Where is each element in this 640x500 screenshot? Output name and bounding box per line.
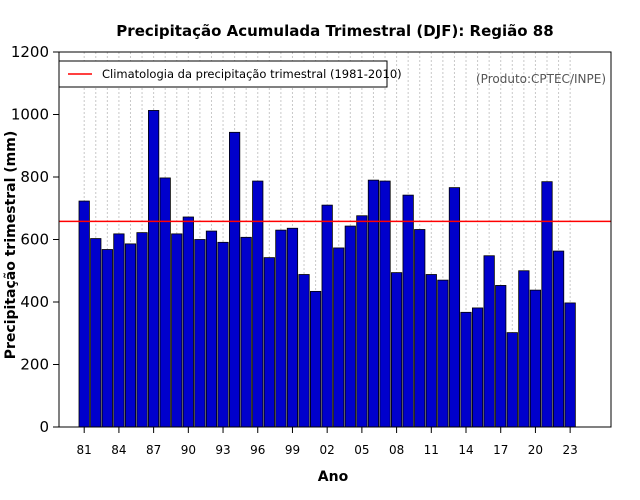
bar-2010	[414, 229, 426, 428]
bar-1994	[229, 131, 241, 428]
x-tick-label: 90	[181, 443, 196, 457]
bar-2006	[367, 179, 380, 428]
x-tick-label: 23	[562, 443, 577, 457]
bar-1998	[275, 229, 287, 428]
x-axis: 81 84 87 90 93 96 99 02 05 08 11 14 17 20 23	[77, 427, 578, 457]
x-tick-label: 05	[354, 443, 369, 457]
bar-1997	[263, 257, 275, 428]
x-tick-label: 11	[424, 443, 439, 457]
bar-2014	[460, 311, 472, 428]
bar-2017	[495, 285, 507, 428]
y-axis: 0 200 400 600 800 1000 1200	[11, 43, 59, 436]
bar-2016	[483, 255, 495, 428]
y-tick-label: 1200	[11, 43, 49, 61]
bar-2022	[552, 250, 565, 428]
bar-1985	[124, 243, 137, 428]
bar-1983	[101, 249, 113, 428]
x-tick-label: 81	[77, 443, 92, 457]
bar-2011	[425, 274, 437, 428]
y-tick-label: 200	[20, 356, 49, 374]
bar-1993	[217, 241, 229, 428]
bar-1982	[90, 238, 102, 428]
x-tick-label: 93	[215, 443, 230, 457]
bar-2012	[437, 279, 449, 428]
bar-1990	[182, 216, 194, 428]
y-tick-label: 0	[39, 418, 49, 436]
y-tick-label: 400	[20, 293, 49, 311]
bar-2005	[356, 215, 368, 428]
y-tick-label: 600	[20, 231, 49, 249]
bar-1989	[171, 233, 183, 428]
bar-series	[78, 110, 576, 428]
bar-2007	[379, 180, 391, 428]
bar-2001	[309, 290, 322, 428]
x-tick-label: 20	[528, 443, 543, 457]
bar-1991	[194, 239, 206, 428]
bar-1986	[136, 232, 148, 428]
x-tick-label: 08	[389, 443, 404, 457]
bar-1992	[205, 230, 218, 428]
bar-2000	[298, 274, 310, 428]
legend-box	[58, 60, 388, 88]
bar-2003	[333, 247, 345, 428]
bar-2009	[402, 194, 414, 428]
legend: Climatologia da precipitação trimestral …	[58, 60, 402, 88]
bar-1984	[113, 233, 125, 428]
y-tick-label: 1000	[11, 106, 49, 124]
bar-1988	[159, 177, 171, 428]
bar-2018	[506, 332, 518, 428]
source-note: (Produto:CPTEC/INPE)	[476, 72, 606, 86]
bar-2004	[344, 225, 356, 428]
x-tick-label: 87	[146, 443, 161, 457]
chart-title: Precipitação Acumulada Trimestral (DJF):…	[116, 22, 553, 40]
x-tick-label: 84	[111, 443, 126, 457]
bar-2021	[541, 181, 553, 428]
y-axis-label: Precipitação trimestral (mm)	[3, 131, 19, 359]
bar-2002	[321, 204, 333, 428]
bar-1995	[240, 236, 252, 428]
bar-2015	[471, 307, 484, 428]
x-axis-label: Ano	[318, 469, 349, 485]
y-tick-label: 800	[20, 168, 49, 186]
x-tick-label: 02	[320, 443, 335, 457]
legend-label: Climatologia da precipitação trimestral …	[102, 67, 402, 81]
bar-2020	[529, 289, 542, 428]
bar-1996	[252, 180, 264, 428]
x-tick-label: 14	[458, 443, 473, 457]
bar-2013	[448, 187, 461, 428]
bar-1981	[78, 200, 90, 428]
x-tick-label: 99	[285, 443, 300, 457]
x-tick-label: 17	[493, 443, 508, 457]
bar-2019	[518, 270, 530, 428]
bar-2023	[564, 302, 576, 428]
x-tick-label: 96	[250, 443, 265, 457]
bar-2008	[390, 272, 403, 428]
bar-1987	[148, 110, 160, 428]
bar-1999	[286, 227, 299, 428]
